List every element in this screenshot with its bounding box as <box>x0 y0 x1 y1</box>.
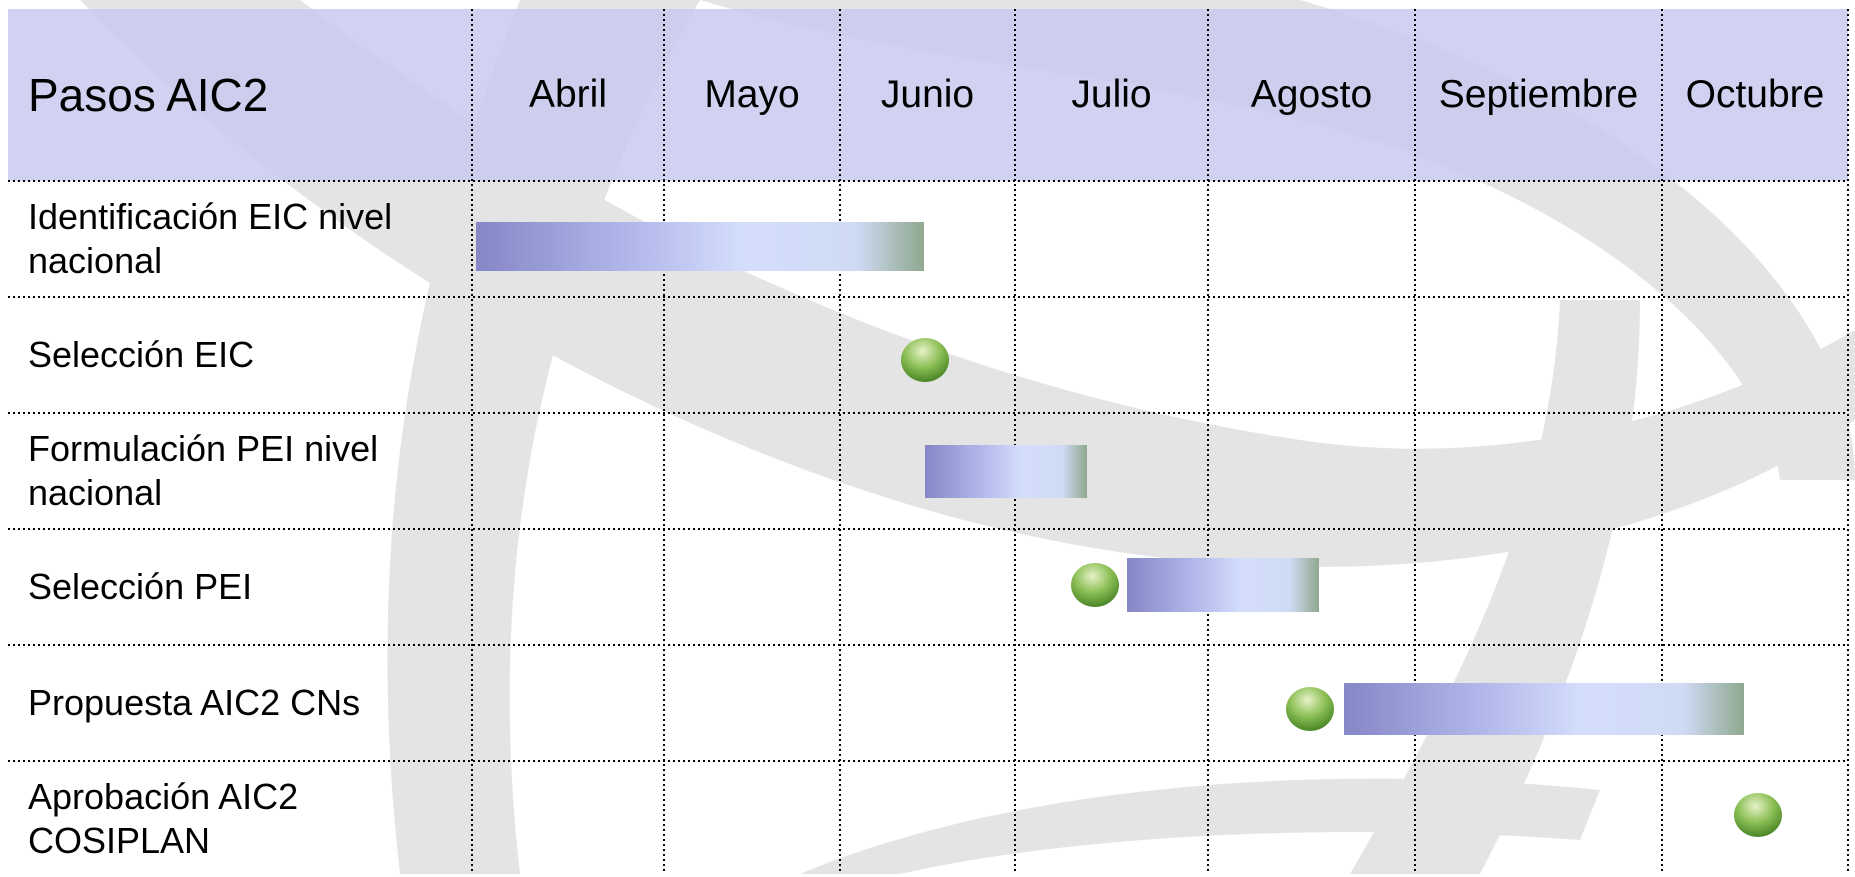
milestone <box>1734 793 1782 837</box>
task-bar <box>476 222 924 271</box>
task-bar <box>1127 558 1319 612</box>
step-label: Propuesta AIC2 CNs <box>8 645 472 761</box>
month-header: Agosto <box>1208 9 1415 181</box>
milestone <box>1071 563 1119 607</box>
month-header: Junio <box>840 9 1015 181</box>
month-header: Septiembre <box>1415 9 1662 181</box>
step-label: Formulación PEI nivel nacional <box>8 413 472 529</box>
step-label: Identificación EIC nivel nacional <box>8 181 472 297</box>
step-label: Aprobación AIC2 COSIPLAN <box>8 761 472 877</box>
milestone <box>901 338 949 382</box>
task-bar <box>1344 683 1744 735</box>
page: Pasos AIC2 AbrilMayoJunioJulioAgostoSept… <box>0 0 1855 874</box>
table-title: Pasos AIC2 <box>8 9 472 181</box>
month-header: Mayo <box>664 9 840 181</box>
task-bar <box>925 445 1087 498</box>
month-header: Julio <box>1015 9 1208 181</box>
month-header: Abril <box>472 9 664 181</box>
month-header: Octubre <box>1662 9 1848 181</box>
step-label: Selección PEI <box>8 529 472 645</box>
milestone <box>1286 687 1334 731</box>
step-label: Selección EIC <box>8 297 472 413</box>
